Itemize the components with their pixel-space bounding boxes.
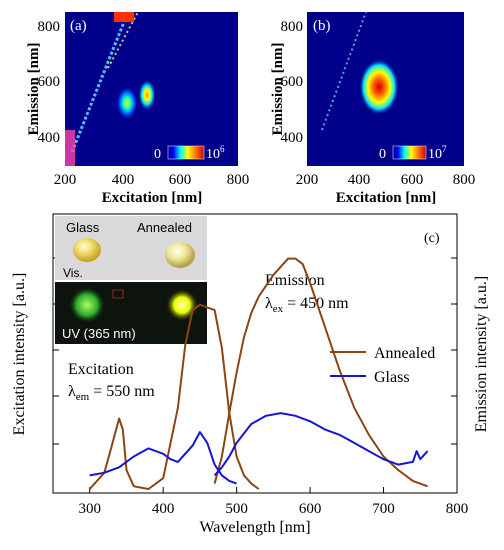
legend: Annealed Glass [330,345,435,386]
panel-c-frame [52,213,458,494]
panel-c-ylabel-left: Excitation intensity [a.u.] [11,273,28,436]
colorbar-a [167,145,205,160]
panel-c-label: (c) [424,231,440,246]
panel-b: 0 107 (b) 400 600 800 200 400 600 800 Ex… [270,12,475,206]
artifact-bottom-a [65,130,75,166]
panel-b-xticks: 200 400 600 800 [296,172,476,188]
photo-inset: Glass Annealed Vis. UV (365 nm) [55,216,207,344]
panel-b-xlabel: Excitation [nm] [336,190,436,206]
panel-c-xticks: 300 400 500 600 700 800 [78,487,468,517]
colorbar-b [392,145,427,160]
photo-uv-glass-glow [69,287,105,323]
photo-label-vis: Vis. [63,266,83,280]
xtick-label-300: 300 [78,501,101,517]
hotspot-a-1 [116,86,138,120]
legend-annealed-label: Annealed [374,345,435,362]
panel-a-label: (a) [70,18,87,34]
xtick-b-600: 600 [401,172,424,188]
emission-condition: λex = 450 nm [265,295,349,315]
colorbar-a-min: 0 [154,147,161,162]
colorbar-b-max: 107 [428,144,447,162]
panel-a-yticks: 400 600 800 [38,19,61,146]
photo-label-glass: Glass [66,220,100,235]
xtick-a-600: 600 [169,172,192,188]
panel-c-yticks-right [451,257,457,445]
xtick-a-400: 400 [112,172,135,188]
panel-b-label: (b) [313,18,331,34]
panel-a: 0 106 (a) 400 600 800 200 400 600 800 Ex… [26,12,249,206]
ytick-a-400: 400 [38,130,61,146]
excitation-condition: λem = 550 nm [68,383,155,403]
ytick-b-600: 600 [281,74,304,90]
legend-glass-label: Glass [374,369,410,386]
photo-label-uv: UV (365 nm) [62,326,136,341]
scatter-diagonal-a [70,12,130,153]
series-glass-emission [213,412,429,477]
scatter-diagonal-b [321,12,367,131]
panel-c-series [88,257,429,490]
xtick-label-600: 600 [299,501,322,517]
xtick-b-800: 800 [453,172,476,188]
ytick-a-600: 600 [38,74,61,90]
photo-uv-annealed-glow [166,289,198,321]
xtick-label-800: 800 [446,501,469,517]
excitation-label: Excitation [68,361,134,378]
photo-label-annealed: Annealed [137,220,192,235]
panel-b-yticks: 400 600 800 [281,19,304,146]
series-annealed-emission [213,257,428,488]
ytick-a-800: 800 [38,19,61,35]
scatter-diagonal-a-2 [107,12,139,69]
xtick-b-200: 200 [296,172,319,188]
panel-c-ylabel-right: Emission intensity [a.u.] [473,276,490,432]
hotspot-b-glow [359,59,399,115]
panel-a-xlabel: Excitation [nm] [102,190,202,206]
series-annealed-excitation [88,303,260,490]
photo-vis-annealed-bead [165,242,195,268]
artifact-top-a [114,12,134,22]
panel-a-xticks: 200 400 600 800 [54,172,250,188]
ytick-b-400: 400 [281,130,304,146]
colorbar-b-min: 0 [379,147,386,162]
xtick-b-400: 400 [348,172,371,188]
colorbar-a-max: 106 [206,144,225,162]
panel-b-ylabel: Emission [nm] [270,43,286,136]
xtick-label-400: 400 [152,501,175,517]
xtick-label-700: 700 [372,501,395,517]
panel-c-xlabel: Wavelength [nm] [199,519,310,536]
panel-c: 300 400 500 600 700 800 Wavelength [nm] Excit… [11,213,490,536]
photo-uv-red-artifact [112,289,124,299]
photo-vis-glass-bead [73,238,101,262]
panel-a-ylabel: Emission [nm] [26,43,42,136]
hotspot-a-2 [138,79,156,111]
series-glass-excitation [89,431,237,485]
xtick-a-800: 800 [227,172,250,188]
ytick-b-800: 800 [281,19,304,35]
xtick-a-200: 200 [54,172,77,188]
xtick-label-500: 500 [225,501,248,517]
